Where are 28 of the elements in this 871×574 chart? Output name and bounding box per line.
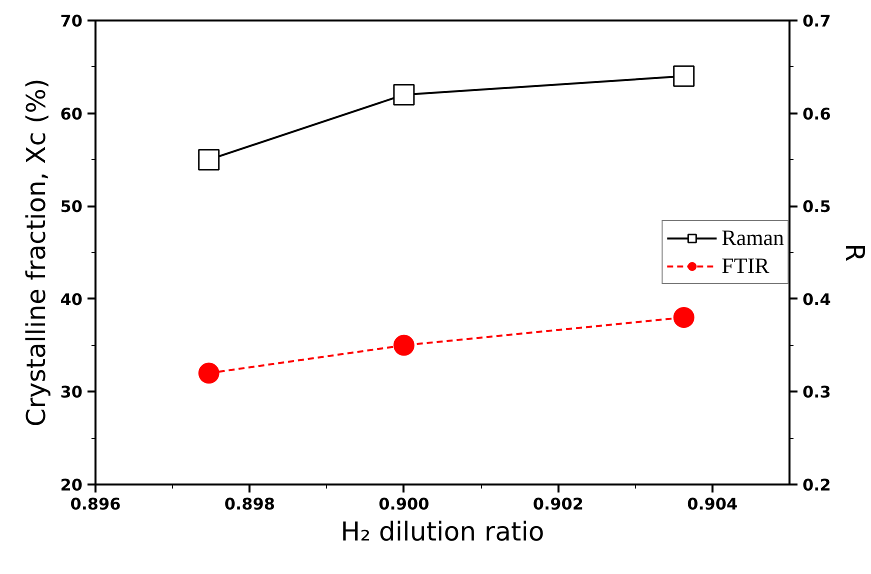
point <box>673 306 694 328</box>
x-tick-label: 0.904 <box>687 494 738 514</box>
legend-label: FTIR <box>722 253 770 279</box>
y2-tick-label: 0.7 <box>802 12 831 30</box>
legend-label: Raman <box>722 225 784 251</box>
x-tick-label: 0.902 <box>532 494 584 514</box>
y-axis-title: Crystalline fraction, Xc (%) <box>22 78 52 427</box>
y-tick-label: 20 <box>60 476 82 494</box>
y-tick-label: 30 <box>60 382 82 402</box>
y2-axis-title: R <box>838 243 869 262</box>
x-tick-label: 0.896 <box>70 494 121 514</box>
point <box>198 148 220 170</box>
point <box>673 65 695 87</box>
point <box>393 334 414 356</box>
y2-tick-label: 0.3 <box>802 382 831 402</box>
y-tick-label: 50 <box>60 197 82 216</box>
y2-tick-label: 0.6 <box>802 104 831 124</box>
y2-tick-label: 0.5 <box>802 197 831 216</box>
y-tick-label: 40 <box>60 290 82 309</box>
y2-tick-label: 0.4 <box>802 290 831 309</box>
point <box>393 84 415 106</box>
y2-tick-label: 0.2 <box>802 476 831 494</box>
point <box>198 362 220 384</box>
y-tick-label: 70 <box>60 12 82 30</box>
y-tick-label: 60 <box>60 104 82 124</box>
x-tick-label: 0.900 <box>378 494 430 514</box>
x-axis-title: H₂ dilution ratio <box>340 518 544 548</box>
x-tick-label: 0.898 <box>224 494 276 514</box>
